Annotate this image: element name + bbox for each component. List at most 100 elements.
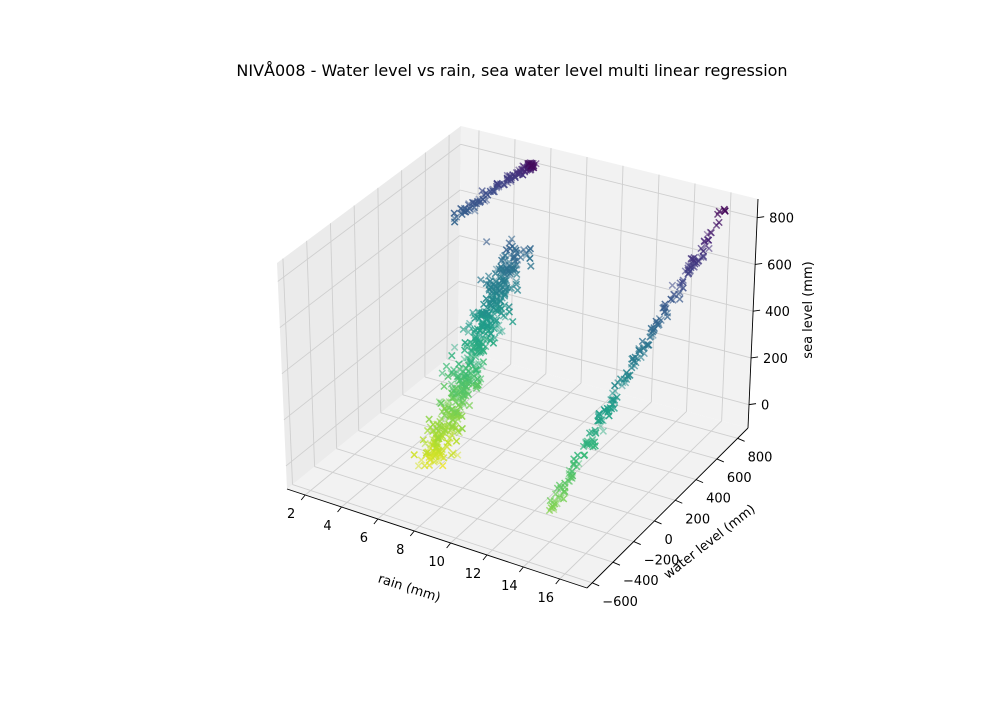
data-point bbox=[452, 213, 461, 221]
data-point bbox=[512, 277, 521, 286]
data-point bbox=[462, 342, 470, 351]
data-point bbox=[414, 462, 423, 470]
x-tick-mark bbox=[555, 578, 561, 585]
grid-line-z-left bbox=[279, 189, 461, 328]
data-point bbox=[453, 408, 461, 417]
grid-line-x-back bbox=[686, 183, 696, 412]
grid-line-z-left bbox=[277, 143, 462, 282]
y-tick-label: −200 bbox=[644, 554, 680, 569]
grid-line-z-left bbox=[283, 281, 460, 421]
data-point bbox=[472, 384, 481, 393]
data-point bbox=[669, 296, 677, 304]
grid-line-x-back bbox=[721, 192, 732, 421]
data-point bbox=[459, 325, 468, 334]
data-point bbox=[472, 350, 480, 358]
data-point bbox=[452, 437, 461, 445]
x-tick-mark bbox=[300, 494, 306, 501]
data-point bbox=[440, 382, 448, 391]
data-point bbox=[512, 280, 521, 289]
data-point bbox=[461, 208, 470, 216]
data-point bbox=[493, 179, 501, 188]
data-point bbox=[502, 246, 511, 254]
data-point bbox=[513, 256, 522, 264]
y-tick-mark bbox=[675, 499, 683, 504]
data-point bbox=[448, 351, 456, 360]
data-point bbox=[697, 253, 705, 261]
data-point bbox=[591, 428, 600, 437]
grid-line-z-left bbox=[285, 326, 459, 467]
z-tick-label: 600 bbox=[767, 258, 792, 273]
y-tick-label: 200 bbox=[685, 512, 710, 527]
data-point bbox=[516, 253, 525, 262]
data-point bbox=[721, 207, 729, 215]
data-point bbox=[482, 238, 491, 246]
y-tick-mark bbox=[654, 520, 662, 525]
data-point bbox=[610, 396, 619, 404]
data-point bbox=[417, 456, 426, 464]
data-point bbox=[479, 358, 488, 366]
data-point bbox=[703, 230, 712, 239]
data-points bbox=[410, 159, 729, 515]
grid-line-z-back bbox=[460, 189, 756, 265]
data-point bbox=[467, 347, 476, 355]
grid-line-z-left bbox=[281, 235, 460, 375]
data-point bbox=[522, 251, 531, 260]
data-point bbox=[507, 235, 516, 243]
data-point bbox=[475, 360, 483, 368]
data-point bbox=[526, 254, 534, 263]
data-point bbox=[448, 422, 457, 431]
data-point bbox=[510, 254, 518, 262]
data-point bbox=[497, 267, 505, 276]
data-point bbox=[638, 337, 647, 346]
data-point bbox=[458, 396, 466, 405]
grid-line-y-floor bbox=[292, 484, 593, 584]
grid-line-y-left bbox=[377, 187, 382, 413]
x-axis-label: rain (mm) bbox=[376, 572, 442, 606]
data-point bbox=[437, 399, 445, 408]
y-tick-mark bbox=[716, 458, 725, 463]
data-point bbox=[519, 246, 528, 254]
z-axis-label: sea level (mm) bbox=[801, 261, 816, 358]
data-point bbox=[468, 377, 476, 386]
grid-line-y-left bbox=[401, 170, 404, 395]
data-point bbox=[512, 168, 521, 177]
tick-labels: 2 4 6 8 10 12 14 16 −600 −400 −200 0 200 400 600 800 0 20… bbox=[287, 212, 794, 610]
data-point bbox=[504, 266, 512, 274]
data-point bbox=[492, 299, 501, 308]
data-point bbox=[421, 439, 429, 448]
data-point bbox=[498, 327, 506, 335]
data-point bbox=[635, 346, 643, 355]
data-point bbox=[522, 249, 530, 258]
data-point bbox=[508, 317, 517, 326]
data-point bbox=[557, 494, 565, 502]
data-point bbox=[511, 265, 520, 274]
data-point bbox=[454, 375, 462, 383]
data-point bbox=[452, 389, 460, 398]
x-tick-mark bbox=[519, 566, 524, 573]
back-pane bbox=[458, 126, 758, 428]
grid-line-x-floor bbox=[559, 420, 722, 580]
data-point bbox=[599, 427, 607, 435]
grid-line-x-back bbox=[545, 148, 552, 374]
y-tick-label: −600 bbox=[602, 595, 638, 610]
data-point bbox=[465, 322, 473, 330]
data-point bbox=[485, 286, 494, 294]
data-point bbox=[583, 439, 592, 448]
data-point bbox=[500, 278, 508, 287]
data-point bbox=[660, 308, 669, 316]
data-point bbox=[491, 269, 500, 278]
grid-line-y-floor bbox=[314, 466, 614, 563]
data-point bbox=[433, 425, 441, 433]
grid-line-x-back bbox=[580, 156, 588, 384]
data-point bbox=[438, 369, 447, 377]
data-point bbox=[442, 362, 451, 371]
data-point bbox=[410, 451, 418, 459]
grid-line-y-floor bbox=[358, 430, 655, 522]
data-point bbox=[422, 449, 431, 457]
x-tick-mark bbox=[482, 554, 488, 561]
chart-title: NIVÅ008 - Water level vs rain, sea water… bbox=[236, 61, 787, 80]
z-tick-mark bbox=[755, 262, 763, 265]
data-point bbox=[447, 451, 456, 459]
